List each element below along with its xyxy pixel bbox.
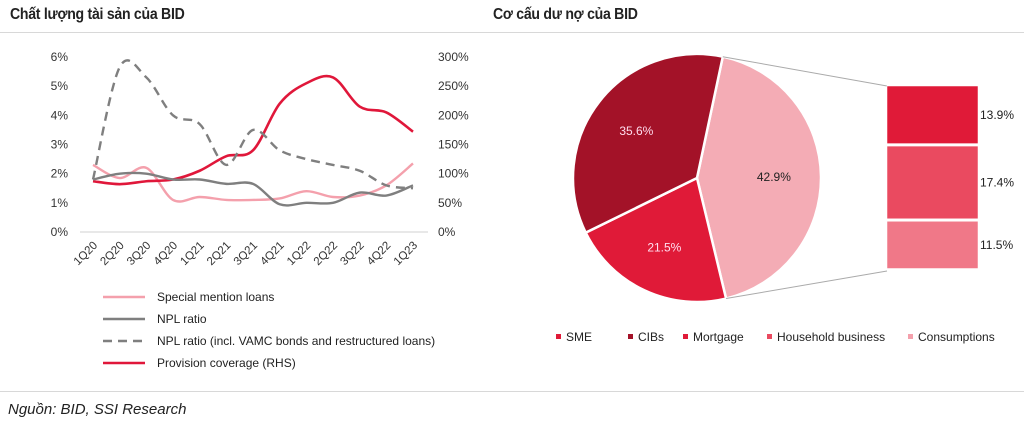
legend-label: Mortgage <box>693 330 744 344</box>
x-tick-label: 1Q22 <box>285 240 313 268</box>
connector-line <box>722 56 888 87</box>
pie-slice-label: 42.9% <box>757 170 791 184</box>
y-left-tick-label: 5% <box>51 79 69 93</box>
series-line-2 <box>91 59 414 190</box>
y-right-tick-label: 250% <box>438 79 469 93</box>
x-tick-label: 3Q21 <box>232 240 260 268</box>
pie-slice-retail <box>695 55 823 301</box>
y-right-tick-label: 150% <box>438 138 469 152</box>
x-tick-label: 1Q21 <box>178 240 206 268</box>
asset-quality-line-chart: 0% 1% 2% 3% 4% 5% 6% 0% 50% 100% 150% 200% 250% 300% 1… <box>51 50 469 370</box>
loan-structure-pie-chart: 42.9% 21.5% 35.6% 13.9% 17.4% 11.5% SME CIBs Mor… <box>556 52 1014 344</box>
connector-line <box>725 270 888 300</box>
pie-slice-sme <box>584 176 728 304</box>
x-tick-label: 3Q20 <box>125 240 153 268</box>
footer-divider <box>0 391 1024 392</box>
legend-label: Consumptions <box>918 330 995 344</box>
y-left-tick-label: 6% <box>51 50 69 64</box>
x-tick-label: 4Q21 <box>258 240 286 268</box>
bar-segment-label: 11.5% <box>980 238 1013 252</box>
legend-marker <box>908 334 913 339</box>
bar-segment-mortgage <box>886 85 979 144</box>
pie-slice-label: 21.5% <box>647 241 681 255</box>
y-right-tick-label: 100% <box>438 167 469 181</box>
y-right-tick-label: 200% <box>438 108 469 122</box>
legend-label: Special mention loans <box>157 290 274 304</box>
x-tick-label: 2Q22 <box>312 240 340 268</box>
legend-label: CIBs <box>638 330 664 344</box>
y-left-tick-label: 2% <box>51 167 69 181</box>
legend-marker <box>683 334 688 339</box>
y-right-tick-label: 300% <box>438 50 469 64</box>
legend-label: Provision coverage (RHS) <box>157 356 296 370</box>
x-tick-label: 2Q21 <box>205 240 233 268</box>
source-note: Nguồn: BID, SSI Research <box>8 401 187 418</box>
legend-marker <box>628 334 633 339</box>
x-tick-label: 2Q20 <box>98 240 126 268</box>
x-tick-label: 1Q20 <box>72 240 100 268</box>
x-tick-label: 3Q22 <box>338 240 366 268</box>
series-line-1 <box>92 171 414 207</box>
left-chart-title: Chất lượng tài sản của BID <box>10 6 185 23</box>
legend-marker <box>767 334 772 339</box>
y-left-tick-label: 0% <box>51 225 69 239</box>
y-left-tick-label: 3% <box>51 138 69 152</box>
x-tick-label: 4Q22 <box>365 240 393 268</box>
series-line-3 <box>92 74 414 186</box>
bar-segment-label: 17.4% <box>980 176 1014 190</box>
bar-segment-consumptions <box>886 221 979 269</box>
bar-segment-label: 13.9% <box>980 108 1014 122</box>
right-chart-title: Cơ cấu dư nợ của BID <box>493 6 638 23</box>
legend-marker <box>556 334 561 339</box>
legend-label: SME <box>566 330 592 344</box>
y-right-tick-label: 0% <box>438 225 456 239</box>
bar-segment-household-business <box>886 145 979 220</box>
y-left-tick-label: 4% <box>51 108 69 122</box>
y-right-tick-label: 50% <box>438 196 462 210</box>
series-line-0 <box>92 162 414 203</box>
legend-label: NPL ratio (incl. VAMC bonds and restruct… <box>157 334 435 348</box>
pie-slice-cibs <box>571 52 725 235</box>
x-tick-label: 4Q20 <box>152 240 180 268</box>
y-left-tick-label: 1% <box>51 196 69 210</box>
legend-label: Household business <box>777 330 885 344</box>
header-divider <box>0 32 1024 33</box>
x-tick-label: 1Q23 <box>392 240 420 268</box>
legend-label: NPL ratio <box>157 312 207 326</box>
pie-slice-label: 35.6% <box>619 124 653 138</box>
